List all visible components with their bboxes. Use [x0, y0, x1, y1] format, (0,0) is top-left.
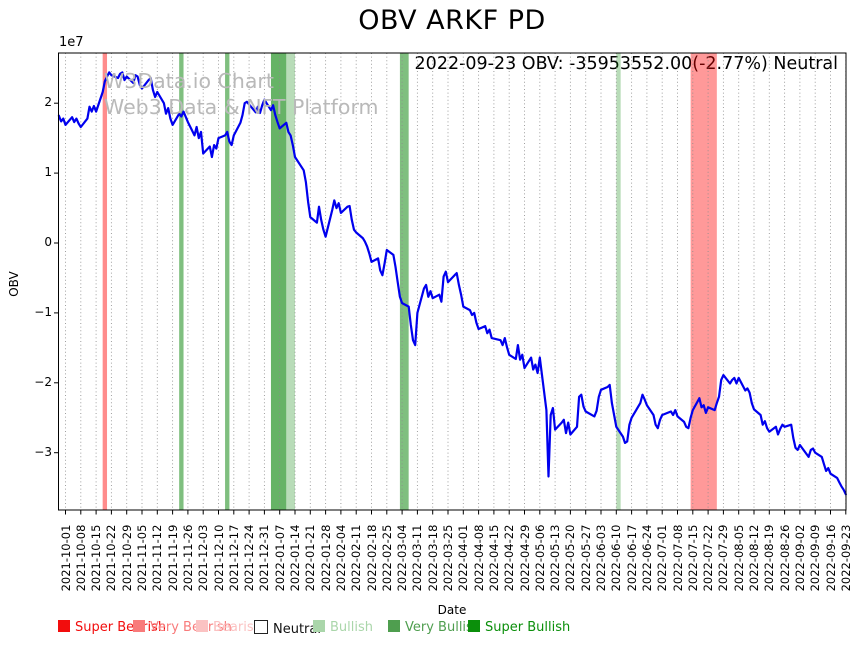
- x-tick-label: 2022-04-15: [486, 524, 501, 592]
- x-tick-label: 2022-08-19: [762, 524, 777, 592]
- x-tick-label: 2022-07-22: [701, 524, 716, 592]
- x-tick-label: 2022-03-11: [410, 524, 425, 592]
- legend-swatch-icon: [254, 620, 268, 634]
- x-tick-label: 2021-10-22: [104, 524, 119, 592]
- x-tick-label: 2022-04-29: [517, 524, 532, 592]
- x-tick-label: 2022-01-28: [318, 524, 333, 592]
- watermark: W3Data.io Chart Web3 Data & NFT Platform: [104, 68, 378, 120]
- x-tick-label: 2022-08-26: [777, 524, 792, 592]
- x-tick-label: 2022-09-02: [792, 524, 807, 592]
- x-tick-label: 2022-06-10: [609, 524, 624, 592]
- x-tick-label: 2021-10-15: [89, 524, 104, 592]
- y-tick-label: 1: [44, 165, 52, 180]
- x-tick-label: 2021-11-19: [165, 524, 180, 592]
- legend-item-bullish: Bullish: [313, 620, 373, 636]
- axes-frame: [58, 52, 847, 511]
- legend-item-super-bullish: Super Bullish: [468, 620, 570, 636]
- legend-swatch-icon: [388, 620, 400, 632]
- x-tick-label: 2022-05-20: [563, 524, 578, 592]
- x-tick-label: 2022-08-05: [731, 524, 746, 592]
- x-tick-label: 2021-10-01: [58, 524, 73, 592]
- legend-item-neutral: Neutral: [254, 620, 321, 637]
- x-tick-label: 2021-10-08: [73, 524, 88, 592]
- legend-label: Bullish: [330, 620, 374, 635]
- legend-item-very-bearish: Very Bearish: [133, 620, 232, 636]
- watermark-line1: W3Data.io Chart: [104, 69, 274, 93]
- x-tick-label: 2022-05-06: [532, 524, 547, 592]
- y-tick-label: 2: [44, 95, 52, 110]
- x-tick-label: 2022-02-25: [379, 524, 394, 592]
- legend-swatch-icon: [58, 620, 70, 632]
- y-axis-label: OBV: [7, 271, 21, 297]
- x-tick-label: 2021-12-24: [242, 524, 257, 592]
- last-value-annotation: 2022-09-23 OBV: -35953552.00(-2.77%) Neu…: [414, 54, 838, 74]
- legend-swatch-icon: [196, 620, 208, 632]
- x-tick-label: 2022-06-03: [594, 524, 608, 592]
- x-tick-label: 2022-09-16: [823, 524, 838, 592]
- legend-label: Very Bearish: [150, 620, 232, 635]
- x-tick-label: 2021-12-17: [226, 524, 241, 592]
- legend-item-bearish: Bearish: [196, 620, 262, 636]
- x-tick-label: 2022-04-08: [471, 524, 486, 592]
- x-tick-label: 2022-04-22: [502, 524, 517, 592]
- x-tick-label: 2022-06-24: [639, 524, 654, 592]
- y-tick-label: 0: [44, 235, 52, 249]
- page-title: OBV ARKF PD: [358, 5, 546, 36]
- legend-label: Super Bullish: [485, 620, 571, 635]
- x-tick-label: 2022-04-01: [456, 524, 471, 592]
- x-tick-label: 2021-12-03: [196, 524, 211, 592]
- signal-band: [690, 53, 717, 510]
- obv-line: [57, 71, 847, 496]
- x-tick-label: 2022-09-09: [808, 524, 823, 592]
- signal-band: [286, 53, 295, 510]
- legend-item-very-bullish: Very Bullish: [388, 620, 481, 636]
- x-tick-label: 2022-05-27: [578, 524, 593, 592]
- x-tick-label: 2021-11-26: [180, 524, 195, 592]
- watermark-line2: Web3 Data & NFT Platform: [104, 95, 379, 119]
- signal-band: [270, 53, 287, 510]
- x-tick-label: 2022-07-08: [670, 524, 685, 592]
- x-tick-label: 2022-05-13: [548, 524, 563, 592]
- legend-swatch-icon: [468, 620, 480, 632]
- legend-swatch-icon: [133, 620, 145, 632]
- x-tick-label: 2022-03-18: [425, 524, 440, 592]
- y-axis-offset-text: 1e7: [59, 35, 84, 50]
- x-tick-label: 2022-02-18: [364, 524, 379, 592]
- x-tick-label: 2022-08-12: [747, 524, 761, 592]
- legend-swatch-icon: [313, 620, 325, 632]
- x-tick-label: 2022-07-29: [716, 524, 731, 592]
- signal-band: [102, 53, 108, 510]
- y-tick-label: −2: [34, 374, 52, 389]
- y-tick-label: −1: [34, 304, 52, 319]
- legend-label: Neutral: [273, 622, 321, 637]
- signal-band: [616, 53, 621, 510]
- legend-label: Very Bullish: [405, 620, 482, 635]
- x-tick-label: 2022-03-04: [395, 524, 410, 592]
- x-tick-label: 2022-02-11: [349, 524, 364, 592]
- signal-band: [399, 53, 409, 510]
- x-tick-label: 2022-01-14: [288, 524, 302, 592]
- x-axis-label: Date: [437, 603, 467, 617]
- x-tick-label: 2022-06-17: [624, 524, 639, 592]
- signal-band: [225, 53, 230, 510]
- x-tick-label: 2022-01-21: [303, 524, 318, 592]
- x-tick-label: 2021-11-05: [135, 524, 149, 592]
- x-tick-label: 2021-12-31: [257, 524, 272, 592]
- signal-band: [179, 53, 184, 510]
- x-tick-label: 2022-03-25: [441, 524, 455, 592]
- x-tick-label: 2022-09-23: [838, 524, 851, 592]
- x-tick-label: 2022-02-04: [333, 524, 348, 592]
- x-tick-label: 2021-11-12: [150, 524, 165, 592]
- x-tick-label: 2021-12-10: [211, 524, 226, 592]
- y-tick-label: −3: [34, 444, 52, 459]
- x-tick-label: 2022-07-15: [685, 524, 700, 592]
- legend-label: Bearish: [213, 620, 262, 635]
- x-tick-label: 2021-10-29: [119, 524, 134, 592]
- x-tick-label: 2022-07-01: [655, 524, 670, 592]
- x-tick-label: 2022-01-07: [272, 524, 287, 592]
